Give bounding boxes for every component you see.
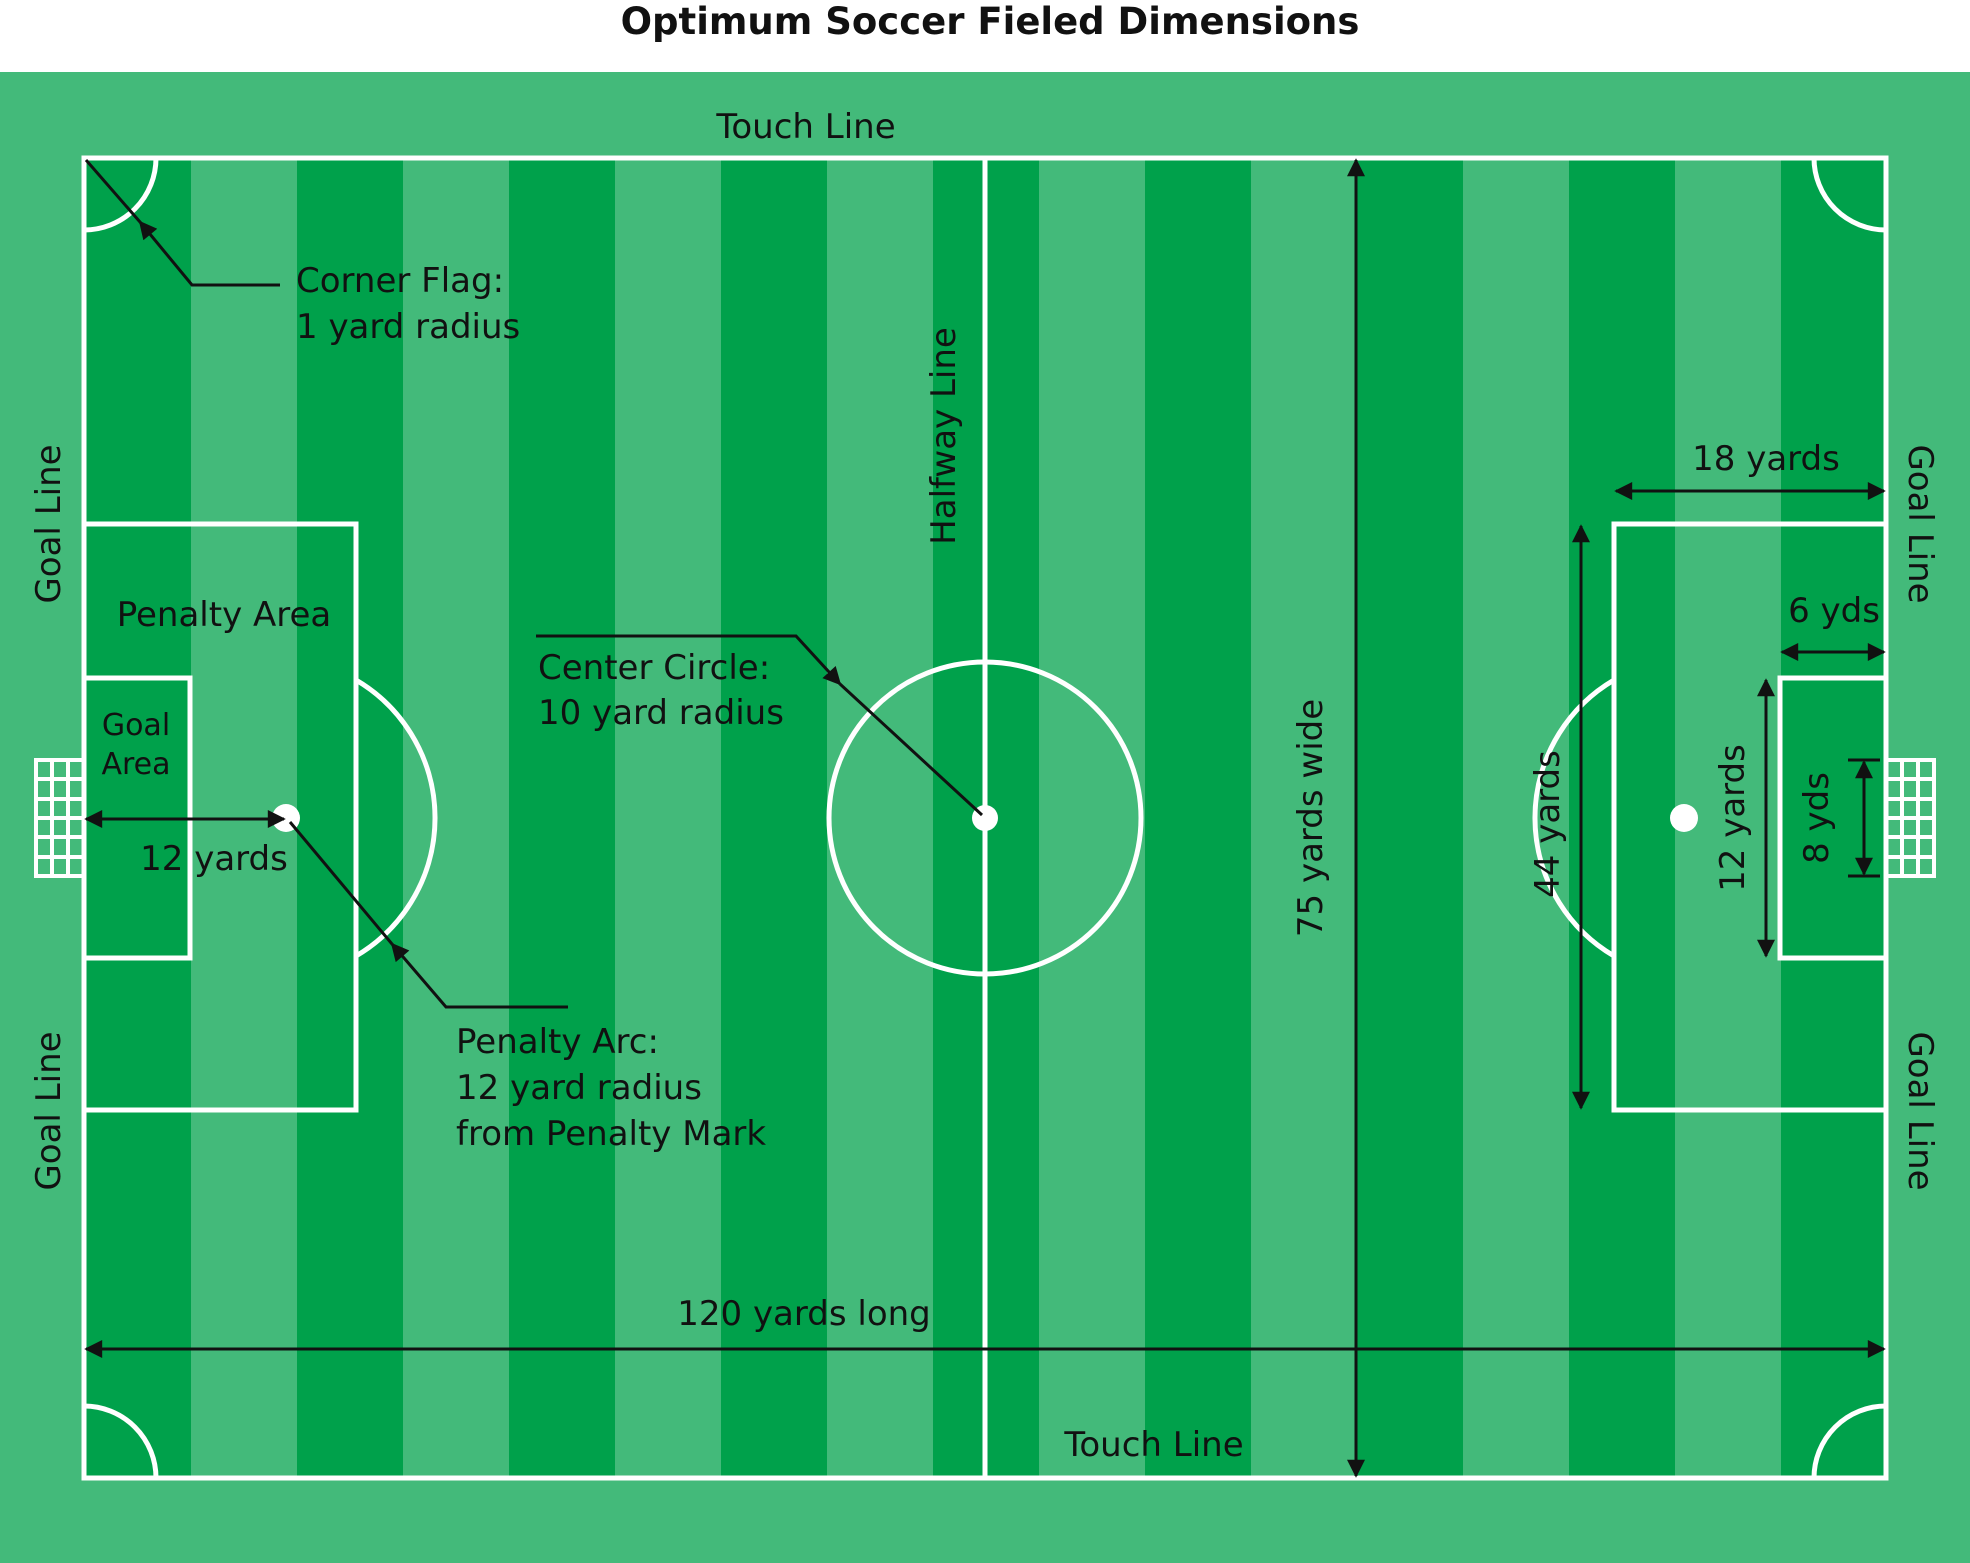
halfway-line-label: Halfway Line xyxy=(924,327,964,545)
center-circle xyxy=(826,659,1144,977)
corner-arc-top-left xyxy=(83,157,159,233)
left-penalty-arc xyxy=(354,677,438,959)
penalty-area-width-label: 44 yards xyxy=(1528,750,1568,898)
grass-stripes xyxy=(84,158,1886,1478)
field-width-label: 75 yards wide xyxy=(1291,699,1331,937)
penalty-arc-label-line1: Penalty Arc: xyxy=(456,1022,659,1062)
grass-stripe xyxy=(1463,158,1569,1478)
goal-line-right-lower-label: Goal Line xyxy=(1900,1031,1940,1190)
grass-stripe xyxy=(403,158,509,1478)
center-circle-leader xyxy=(536,634,842,686)
field-length-label: 120 yards long xyxy=(677,1294,931,1334)
center-circle-label-line2: 10 yard radius xyxy=(538,693,784,733)
corner-arc-top-right xyxy=(1811,157,1887,233)
goal-area-label-line2: Area xyxy=(101,747,170,782)
grass-stripe xyxy=(827,158,933,1478)
center-circle-label-line1: Center Circle: xyxy=(538,648,770,688)
grass-stripe xyxy=(615,158,721,1478)
goal-line-left-lower-label: Goal Line xyxy=(29,1031,69,1190)
diagram-title: Optimum Soccer Fieled Dimensions xyxy=(621,0,1360,43)
touch-line-top-label: Touch Line xyxy=(715,107,895,147)
corner-flag-label-line1: Corner Flag: xyxy=(296,261,504,301)
grass-stripe xyxy=(1569,158,1675,1478)
penalty-arc-label-line3: from Penalty Mark xyxy=(456,1114,766,1154)
penalty-arc-label-line2: 12 yard radius xyxy=(456,1068,702,1108)
goal-area-depth-label: 6 yds xyxy=(1788,591,1880,631)
goal-area-width-label: 12 yards xyxy=(1713,744,1753,892)
grass-stripe xyxy=(1251,158,1357,1478)
grass-stripe xyxy=(297,158,403,1478)
goal-right xyxy=(1884,758,1936,878)
goal-area-label-line1: Goal xyxy=(102,708,170,743)
penalty-area-depth-label: 18 yards xyxy=(1692,439,1840,479)
grass-stripe xyxy=(721,158,827,1478)
right-penalty-mark xyxy=(1670,804,1698,832)
touch-line-bottom-label: Touch Line xyxy=(1063,1425,1243,1465)
grass-stripe xyxy=(1145,158,1251,1478)
goal-width-label: 8 yds xyxy=(1797,772,1837,864)
corner-flag-leader xyxy=(138,220,280,287)
goal-left xyxy=(34,758,86,878)
penalty-arc-leader-tail xyxy=(288,821,394,945)
corner-flag-leader-tail xyxy=(84,159,142,223)
annotations xyxy=(84,158,1886,1478)
corner-flag-label-line2: 1 yard radius xyxy=(296,307,520,347)
goal-line-right-upper-label: Goal Line xyxy=(1900,444,1940,603)
penalty-area-label: Penalty Area xyxy=(117,595,332,635)
grass-stripe xyxy=(1039,158,1145,1478)
grass-stripe xyxy=(1357,158,1463,1478)
corner-arc-bottom-right xyxy=(1811,1403,1887,1479)
goal-line-left-upper-label: Goal Line xyxy=(29,444,69,603)
corner-arc-bottom-left xyxy=(83,1403,159,1479)
penalty-mark-distance-label: 12 yards xyxy=(140,839,288,879)
penalty-arc-leader xyxy=(390,942,568,1009)
labels: Touch Line Touch Line Goal Line Goal Lin… xyxy=(29,107,1940,1465)
center-circle-leader-tail xyxy=(838,682,984,817)
grass-stripe xyxy=(509,158,615,1478)
